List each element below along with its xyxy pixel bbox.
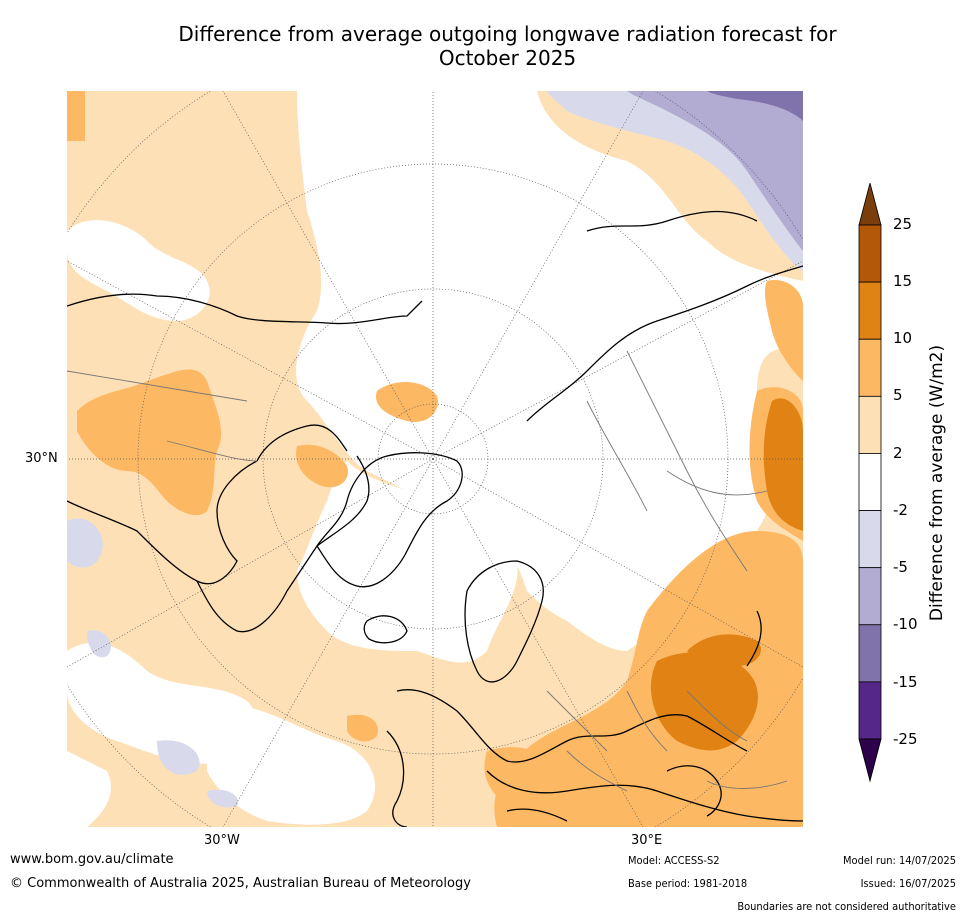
colorbar-band — [858, 567, 882, 626]
colorbar-tick: -2 — [893, 501, 908, 519]
issued-date: Issued: 16/07/2025 — [860, 877, 956, 890]
colorbar-band — [858, 338, 882, 397]
polar-map — [67, 91, 803, 827]
title-line-2: October 2025 — [438, 46, 577, 70]
colorbar-band — [858, 510, 882, 569]
colorbar-band — [858, 453, 882, 511]
colorbar-tick: 25 — [893, 215, 913, 233]
colorbar-top-arrow — [858, 183, 882, 226]
colorbar-tick: 10 — [893, 329, 913, 347]
lon-label-30e: 30°E — [631, 833, 663, 848]
model-run: Model run: 14/07/2025 — [843, 854, 956, 867]
colorbar-tick: -10 — [893, 615, 918, 633]
website-link[interactable]: www.bom.gov.au/climate — [10, 852, 174, 867]
lon-label-30w: 30°W — [204, 833, 240, 848]
colorbar-band — [858, 624, 882, 683]
neutral-regions — [67, 91, 803, 827]
map-svg — [67, 91, 803, 827]
model-name: Model: ACCESS-S2 — [628, 854, 720, 867]
colorbar-band — [858, 224, 882, 283]
colorbar-band — [858, 681, 882, 740]
colorbar-tick: -15 — [893, 673, 918, 691]
colorbar-tick: 15 — [893, 272, 913, 290]
colorbar-tick: -25 — [893, 730, 918, 748]
negative-regions — [67, 91, 803, 808]
colorbar — [858, 183, 882, 783]
colorbar-tick: -5 — [893, 558, 908, 576]
copyright: © Commonwealth of Australia 2025, Austra… — [10, 876, 471, 891]
colorbar-band — [858, 281, 882, 340]
colorbar-label: Difference from average (W/m2) — [927, 344, 947, 622]
graticule — [67, 91, 803, 827]
coastlines — [67, 210, 803, 827]
colorbar-band — [858, 395, 882, 454]
disclaimer: Boundaries are not considered authoritat… — [737, 900, 956, 913]
colorbar-tick: 2 — [893, 444, 903, 462]
colorbar-tick: 5 — [893, 386, 903, 404]
title-line-1: Difference from average outgoing longwav… — [178, 22, 837, 46]
borders — [67, 350, 788, 792]
strong-positive-regions — [650, 398, 803, 751]
chart-title: Difference from average outgoing longwav… — [0, 22, 965, 70]
colorbar-bands — [858, 224, 882, 740]
colorbar-bottom-arrow — [858, 738, 882, 783]
moderate-positive-regions — [67, 91, 803, 827]
base-period: Base period: 1981-2018 — [628, 877, 748, 890]
lat-label-30n: 30°N — [25, 451, 58, 466]
